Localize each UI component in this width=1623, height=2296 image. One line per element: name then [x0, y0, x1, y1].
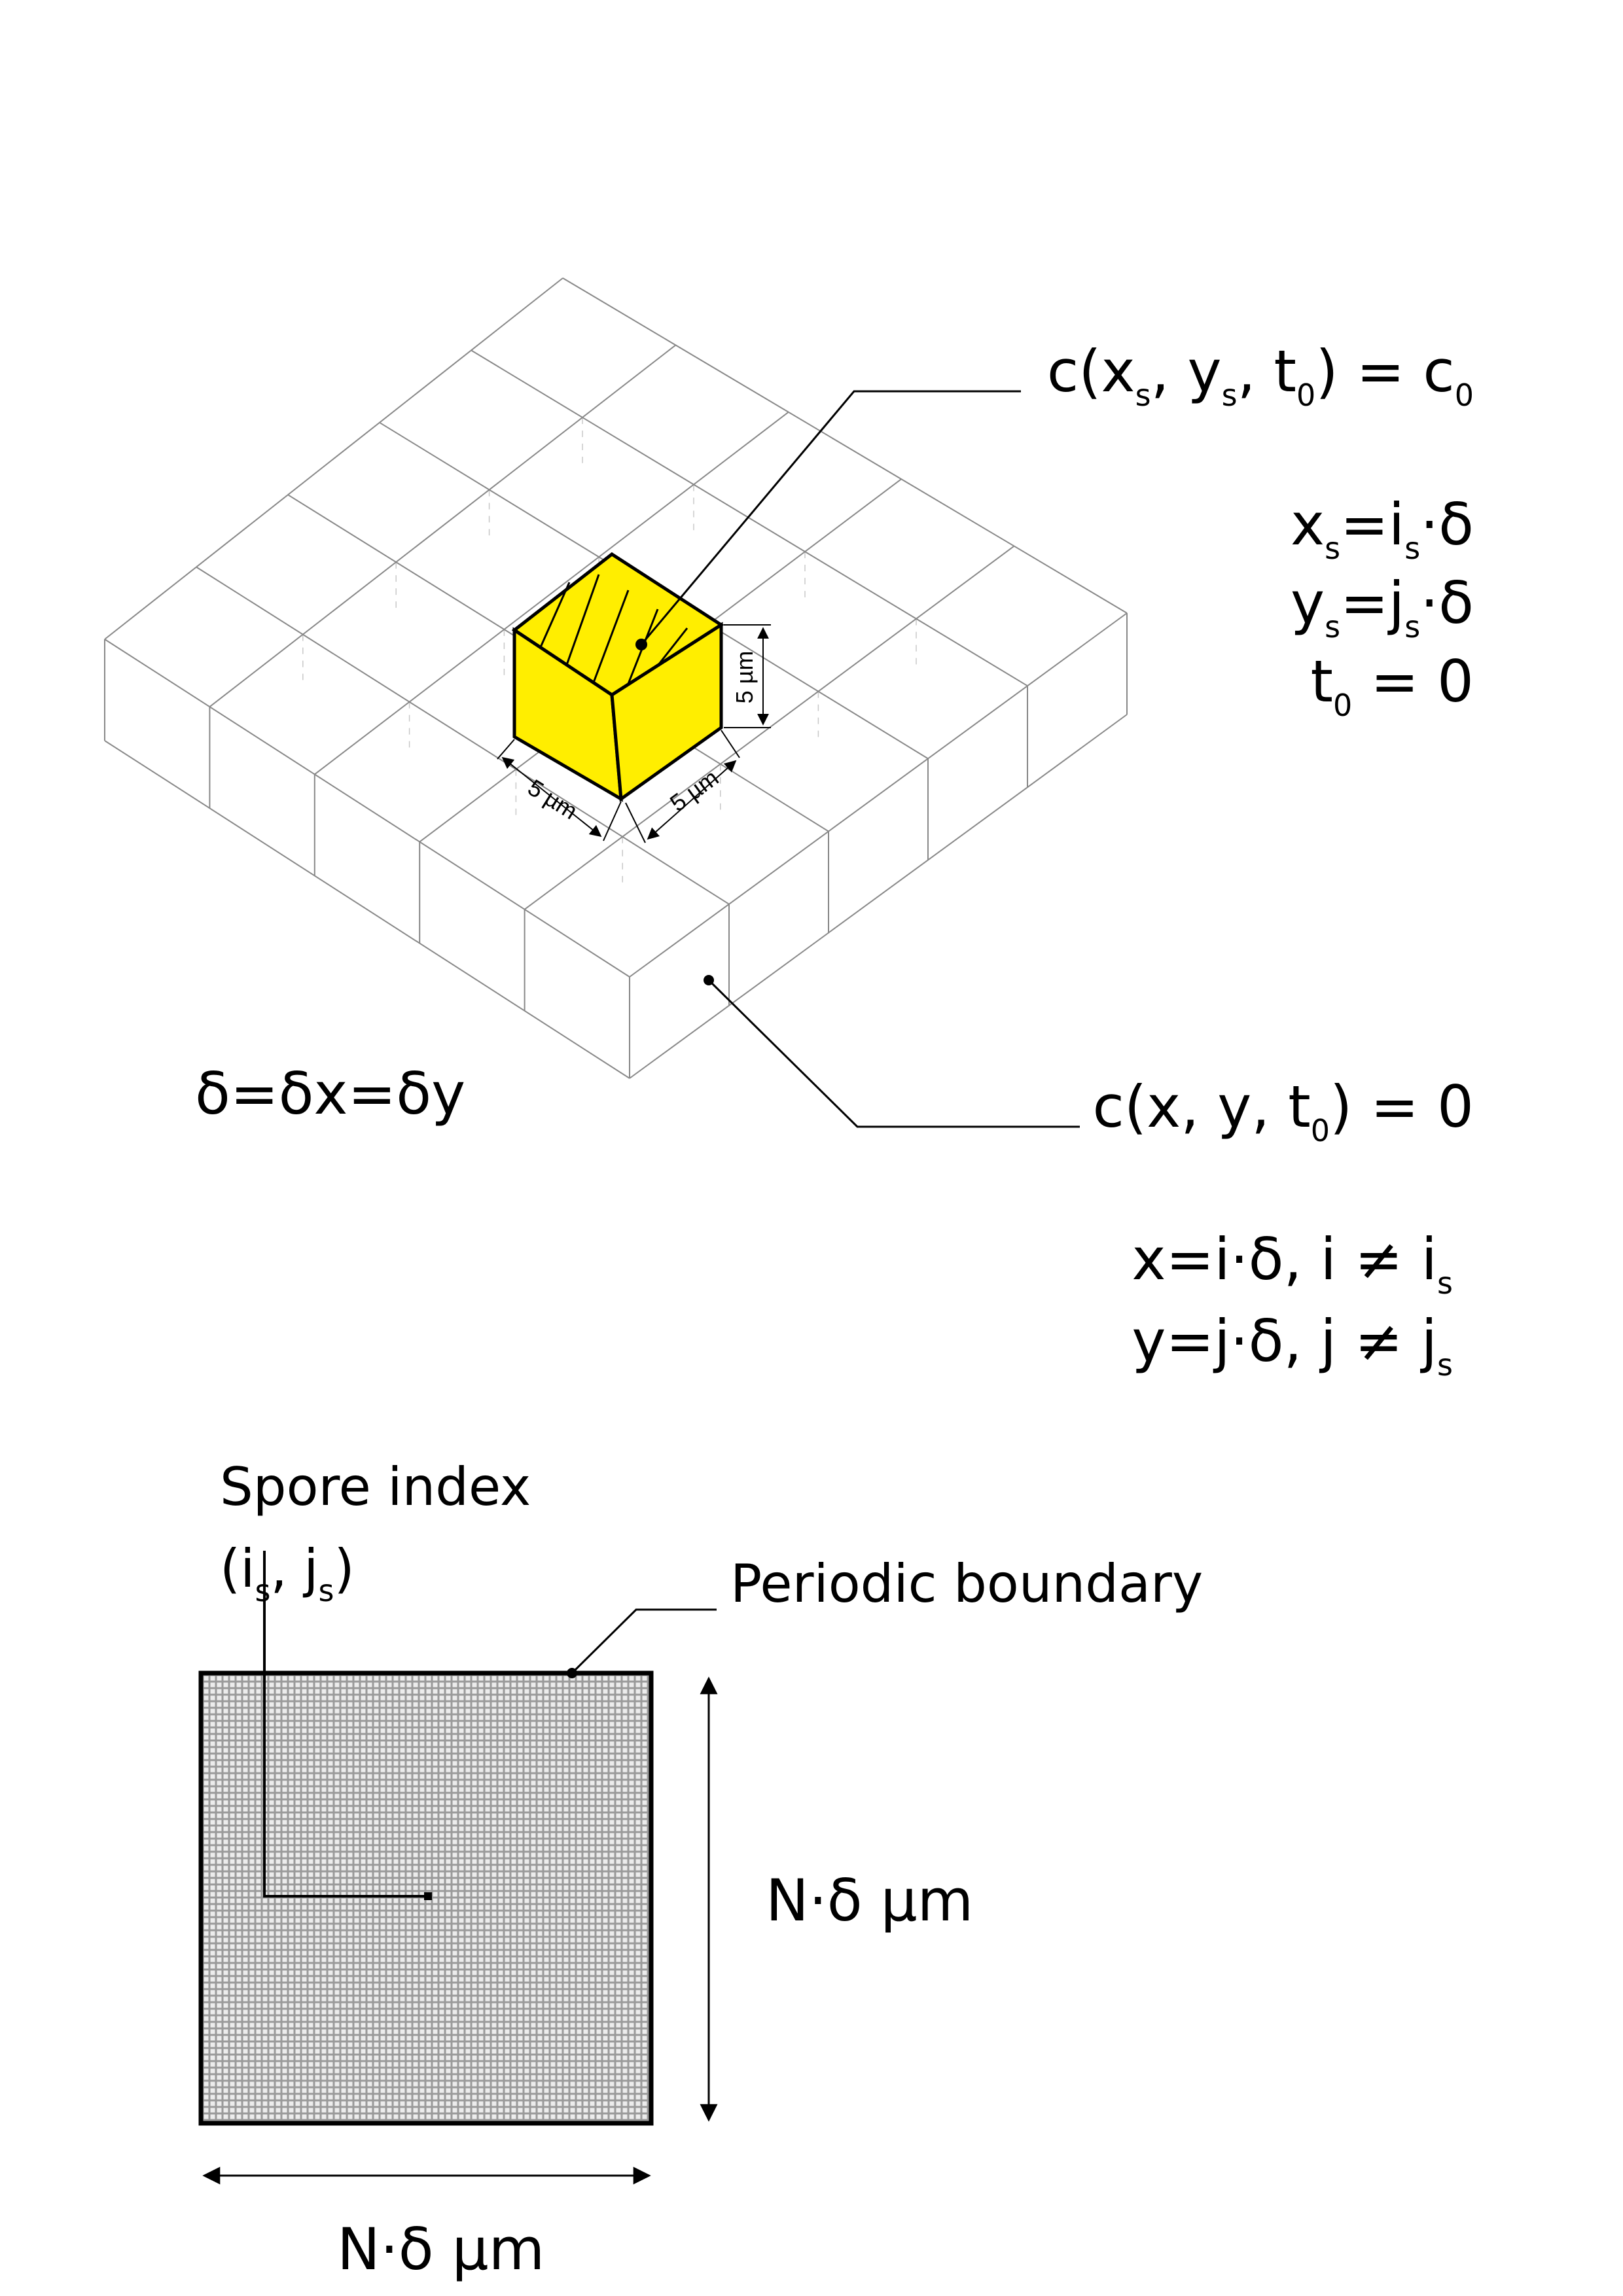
cube-width-label: 5 µm [524, 774, 582, 825]
grid-line-top-col [629, 612, 1128, 978]
x-definition: x=i·δ, i ≠ is [1132, 1226, 1453, 1301]
cube-height-label: 5 µm [731, 651, 758, 704]
spore-leader-line [640, 390, 1021, 645]
y-definition: y=j·δ, j ≠ js [1132, 1307, 1453, 1383]
grid-line-top-col [104, 277, 563, 640]
grid-line-top-row [104, 639, 630, 978]
spore-index-label: Spore index [220, 1457, 531, 1517]
delta-definition: δ=δx=δy [195, 1060, 465, 1127]
leader-lines-top [640, 390, 1080, 1128]
t0-definition: t0 = 0 [1311, 648, 1474, 723]
spore-index-value: (is, js) [220, 1538, 355, 1608]
grid-line-top-row [471, 349, 1028, 687]
spore-index-leader [263, 1551, 429, 1898]
spore-cube-right-face [610, 622, 723, 802]
xs-definition: xs=is·δ [1291, 491, 1474, 566]
domain-width-label: N·δ µm [337, 2216, 544, 2283]
grid-line-top-col [314, 412, 789, 775]
domain-height-label: N·δ µm [766, 1867, 973, 1934]
background-leader-line [707, 979, 1080, 1128]
spore-cube-hatching [539, 574, 688, 684]
background-initial-condition: c(x, y, t0) = 0 [1092, 1073, 1474, 1148]
ys-definition: ys=js·δ [1291, 569, 1474, 645]
front-right-bottom-edge [629, 714, 1128, 1079]
front-left-bottom-edge [104, 740, 630, 1079]
cube-dimension-lines [497, 624, 771, 843]
background-leader-dot [704, 975, 714, 985]
spore-initial-condition: c(xs, ys, t0) = c0 [1047, 338, 1474, 413]
spore-cube [511, 552, 724, 802]
grid-line-top-col [209, 344, 677, 707]
periodic-boundary-label: Periodic boundary [730, 1553, 1203, 1614]
boundary-leader [571, 1608, 717, 1674]
cube-depth-label: 5 µm [665, 764, 723, 817]
spore-leader-dot [635, 639, 647, 650]
grid-line-top-row [562, 277, 1128, 614]
boundary-leader-dot [567, 1668, 577, 1678]
spore-index-marker [424, 1892, 432, 1900]
grid-line-top-row [196, 566, 730, 905]
